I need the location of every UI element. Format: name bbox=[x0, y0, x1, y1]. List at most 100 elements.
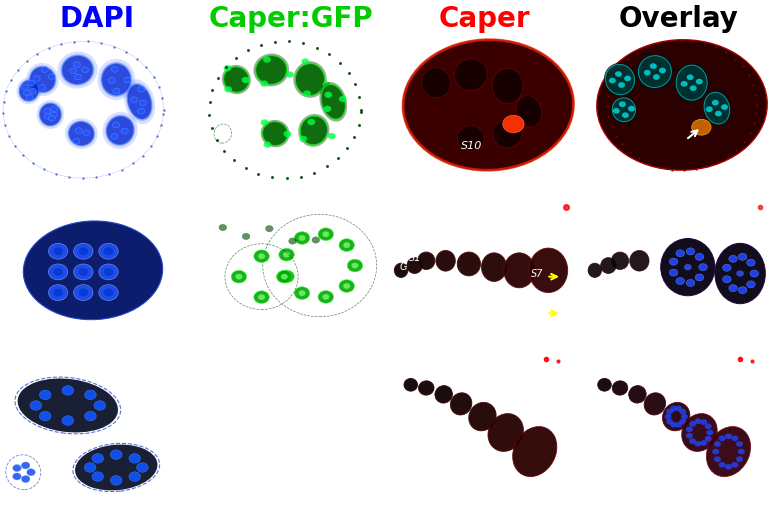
Circle shape bbox=[666, 409, 673, 414]
Circle shape bbox=[29, 89, 36, 94]
Text: H: H bbox=[587, 199, 600, 214]
Circle shape bbox=[26, 469, 36, 476]
Circle shape bbox=[121, 128, 128, 134]
Circle shape bbox=[138, 87, 145, 92]
Circle shape bbox=[242, 233, 250, 240]
Circle shape bbox=[283, 273, 290, 280]
Circle shape bbox=[707, 430, 713, 435]
Text: J: J bbox=[393, 358, 399, 373]
Ellipse shape bbox=[69, 122, 94, 145]
Ellipse shape bbox=[637, 54, 673, 89]
Ellipse shape bbox=[488, 414, 523, 452]
Circle shape bbox=[277, 270, 292, 283]
Circle shape bbox=[73, 138, 80, 144]
Text: K: K bbox=[587, 358, 599, 373]
Ellipse shape bbox=[604, 63, 636, 96]
Circle shape bbox=[104, 247, 113, 255]
Circle shape bbox=[322, 231, 329, 237]
Circle shape bbox=[746, 281, 755, 288]
Ellipse shape bbox=[67, 120, 95, 146]
Circle shape bbox=[715, 111, 722, 116]
Text: S4: S4 bbox=[461, 294, 474, 304]
Circle shape bbox=[670, 258, 678, 265]
Ellipse shape bbox=[106, 116, 134, 145]
Circle shape bbox=[736, 270, 744, 276]
Circle shape bbox=[22, 462, 30, 469]
Circle shape bbox=[23, 90, 30, 96]
Circle shape bbox=[264, 56, 271, 63]
Circle shape bbox=[124, 77, 131, 83]
Circle shape bbox=[99, 264, 119, 280]
Ellipse shape bbox=[597, 40, 767, 170]
Ellipse shape bbox=[40, 103, 61, 125]
Circle shape bbox=[83, 130, 90, 136]
Circle shape bbox=[666, 419, 673, 424]
Circle shape bbox=[732, 462, 739, 467]
Circle shape bbox=[680, 81, 687, 87]
Ellipse shape bbox=[102, 112, 138, 149]
Circle shape bbox=[738, 449, 745, 455]
Ellipse shape bbox=[65, 118, 98, 149]
Circle shape bbox=[258, 294, 265, 300]
Circle shape bbox=[728, 285, 737, 292]
Circle shape bbox=[99, 243, 119, 259]
Text: Overlay: Overlay bbox=[618, 5, 738, 33]
Circle shape bbox=[322, 81, 330, 88]
Ellipse shape bbox=[394, 263, 408, 278]
Circle shape bbox=[110, 450, 122, 459]
Ellipse shape bbox=[481, 253, 507, 282]
Circle shape bbox=[684, 264, 691, 270]
Ellipse shape bbox=[100, 62, 133, 97]
Circle shape bbox=[653, 74, 660, 80]
Circle shape bbox=[347, 259, 363, 272]
Circle shape bbox=[33, 76, 40, 81]
Circle shape bbox=[622, 112, 629, 118]
Circle shape bbox=[721, 104, 728, 110]
Circle shape bbox=[701, 440, 708, 446]
Circle shape bbox=[41, 67, 48, 73]
Ellipse shape bbox=[29, 66, 57, 94]
Circle shape bbox=[659, 68, 666, 73]
Circle shape bbox=[99, 285, 119, 301]
Circle shape bbox=[62, 386, 74, 395]
Ellipse shape bbox=[629, 250, 649, 271]
Ellipse shape bbox=[57, 51, 98, 89]
Circle shape bbox=[343, 283, 350, 289]
Ellipse shape bbox=[127, 84, 152, 119]
Circle shape bbox=[78, 268, 88, 276]
Circle shape bbox=[231, 270, 246, 283]
Ellipse shape bbox=[644, 393, 666, 415]
Ellipse shape bbox=[321, 84, 346, 119]
Circle shape bbox=[92, 472, 104, 481]
Ellipse shape bbox=[612, 98, 635, 122]
Circle shape bbox=[718, 462, 725, 467]
Circle shape bbox=[138, 108, 145, 114]
Ellipse shape bbox=[422, 68, 450, 98]
Text: S3: S3 bbox=[451, 371, 464, 380]
Circle shape bbox=[284, 131, 291, 137]
Circle shape bbox=[50, 106, 57, 112]
Ellipse shape bbox=[598, 378, 611, 391]
Ellipse shape bbox=[260, 120, 290, 147]
Ellipse shape bbox=[403, 40, 574, 170]
Circle shape bbox=[665, 414, 671, 419]
Circle shape bbox=[74, 285, 93, 301]
Ellipse shape bbox=[682, 414, 717, 452]
Circle shape bbox=[615, 71, 622, 77]
Ellipse shape bbox=[512, 426, 557, 477]
Text: S2: S2 bbox=[409, 242, 422, 252]
Ellipse shape bbox=[62, 56, 93, 84]
Ellipse shape bbox=[75, 444, 157, 490]
Circle shape bbox=[111, 134, 118, 139]
Circle shape bbox=[328, 133, 336, 139]
Circle shape bbox=[714, 441, 721, 447]
Circle shape bbox=[650, 63, 657, 69]
Ellipse shape bbox=[256, 56, 287, 84]
Circle shape bbox=[294, 287, 310, 300]
Ellipse shape bbox=[16, 77, 42, 104]
Ellipse shape bbox=[263, 122, 288, 145]
Circle shape bbox=[694, 441, 701, 446]
Text: S6: S6 bbox=[494, 399, 507, 409]
Circle shape bbox=[339, 96, 346, 102]
Circle shape bbox=[681, 414, 688, 419]
